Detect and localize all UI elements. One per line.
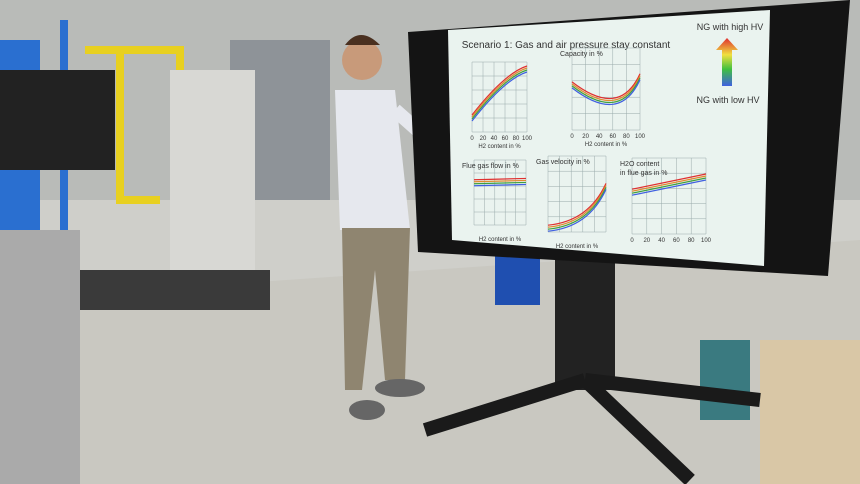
curve xyxy=(571,77,641,103)
legend-high: NG with high HV xyxy=(697,22,764,32)
curve xyxy=(547,189,607,232)
head xyxy=(342,40,382,80)
x-tick-label: 60 xyxy=(502,136,509,142)
panel-label: Capacity in % xyxy=(560,51,603,58)
panel-label: Flue gas flow in % xyxy=(462,163,519,170)
x-tick-label: 80 xyxy=(688,238,695,244)
x-tick-label: 0 xyxy=(630,238,634,244)
curve xyxy=(547,183,607,226)
x-axis-label: H2 content in % xyxy=(479,237,522,243)
curve xyxy=(571,79,641,105)
curve xyxy=(473,183,527,187)
table xyxy=(760,340,860,484)
panel-label: in flue gas in % xyxy=(620,170,667,177)
curve xyxy=(473,179,527,183)
rack xyxy=(0,230,80,484)
x-tick-label: 20 xyxy=(643,238,650,244)
cart xyxy=(80,270,270,310)
stand-feet xyxy=(422,373,761,484)
x-axis-label: H2 content in % xyxy=(585,142,628,148)
curve xyxy=(473,181,527,185)
x-tick-label: 40 xyxy=(491,136,498,142)
x-tick-label: 80 xyxy=(513,136,520,142)
legend-arrow xyxy=(716,38,738,86)
panel-label: H2O content xyxy=(620,161,659,168)
curve xyxy=(471,69,528,120)
curve xyxy=(471,71,528,122)
panel-label: Gas velocity in % xyxy=(536,159,590,166)
trousers xyxy=(342,228,410,390)
x-tick-label: 40 xyxy=(658,238,665,244)
shirt xyxy=(335,90,410,230)
curve xyxy=(631,173,707,190)
curve xyxy=(571,75,641,101)
x-tick-label: 100 xyxy=(522,136,533,142)
curve xyxy=(631,179,707,196)
cabinet xyxy=(170,70,255,270)
bin xyxy=(700,340,750,420)
curve xyxy=(473,177,527,181)
stand-post xyxy=(555,250,615,390)
curve xyxy=(631,177,707,194)
shoe xyxy=(375,379,425,397)
x-tick-label: 60 xyxy=(673,238,680,244)
x-tick-label: 100 xyxy=(635,134,646,140)
curve xyxy=(547,185,607,228)
x-tick-label: 20 xyxy=(582,134,589,140)
curve xyxy=(471,65,528,116)
curve xyxy=(631,175,707,192)
screen-title: Scenario 1: Gas and air pressure stay co… xyxy=(462,40,671,51)
x-tick-label: 60 xyxy=(609,134,616,140)
x-tick-label: 0 xyxy=(470,136,474,142)
screen-display xyxy=(448,10,770,266)
x-tick-label: 40 xyxy=(596,134,603,140)
x-tick-label: 100 xyxy=(701,238,712,244)
monitor xyxy=(0,70,115,170)
legend-low: NG with low HV xyxy=(696,95,759,105)
hair xyxy=(345,35,380,45)
x-tick-label: 80 xyxy=(623,134,630,140)
x-axis-label: H2 content in % xyxy=(556,244,599,250)
x-tick-label: 20 xyxy=(480,136,487,142)
shoe xyxy=(349,400,385,420)
curve xyxy=(571,73,641,99)
curve xyxy=(471,67,528,118)
x-axis-label: H2 content in % xyxy=(478,144,521,150)
curve xyxy=(547,187,607,230)
x-tick-label: 0 xyxy=(570,134,574,140)
